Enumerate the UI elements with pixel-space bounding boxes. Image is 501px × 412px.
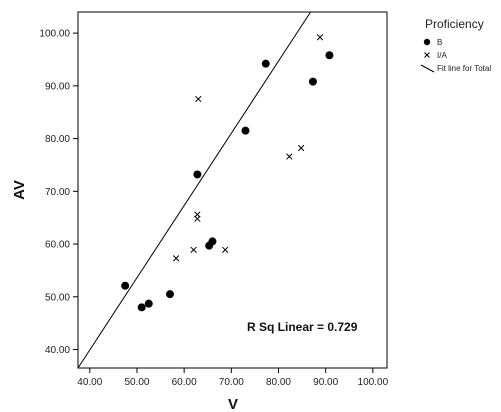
data-point-ia bbox=[286, 153, 293, 160]
data-point-ia bbox=[190, 246, 197, 254]
data-point-ia bbox=[222, 246, 229, 254]
legend-marker-fit-line bbox=[420, 64, 435, 73]
legend-label-fit-line: Fit line for Total bbox=[437, 64, 491, 73]
annotation-r-squared: R Sq Linear = 0.729 bbox=[247, 320, 358, 334]
data-point-b bbox=[308, 77, 317, 86]
data-point-ia bbox=[297, 144, 305, 152]
data-points-layer bbox=[121, 34, 334, 312]
data-point-ia bbox=[195, 95, 202, 103]
legend-label-b: B bbox=[437, 38, 442, 47]
x-tick-label: 80.00 bbox=[266, 377, 291, 388]
x-axis-title: V bbox=[228, 396, 238, 412]
fit-line-layer bbox=[77, 11, 311, 369]
legend-label-ia: I/A bbox=[437, 51, 447, 60]
legend-marker-circle bbox=[423, 38, 431, 46]
x-tick-label: 100.00 bbox=[358, 377, 389, 388]
x-axis-ticks: 40.00 50.00 60.00 70.00 80.00 90.00 100.00 bbox=[77, 368, 389, 388]
legend-title: Proficiency bbox=[425, 17, 484, 31]
plot-area-frame bbox=[77, 11, 388, 369]
x-tick-label: 60.00 bbox=[172, 377, 197, 388]
y-tick-label: 80.00 bbox=[45, 134, 70, 145]
data-point-b bbox=[137, 303, 146, 312]
y-axis-title: AV bbox=[11, 180, 28, 200]
fit-line bbox=[77, 11, 311, 369]
data-point-b bbox=[261, 59, 270, 68]
x-tick-label: 40.00 bbox=[77, 377, 102, 388]
data-point-b bbox=[325, 51, 334, 60]
data-point-b bbox=[193, 170, 202, 179]
data-point-ia bbox=[194, 215, 201, 222]
data-point-b bbox=[144, 299, 153, 308]
x-tick-label: 90.00 bbox=[313, 377, 338, 388]
data-point-b bbox=[121, 281, 130, 290]
data-point-ia bbox=[316, 34, 324, 41]
x-tick-label: 70.00 bbox=[219, 377, 244, 388]
y-axis-ticks: 40.00 50.00 60.00 70.00 80.00 90.00 100.00 bbox=[39, 29, 78, 356]
data-point-b bbox=[165, 290, 174, 299]
data-point-b bbox=[241, 126, 250, 135]
x-tick-label: 50.00 bbox=[124, 377, 149, 388]
y-tick-label: 100.00 bbox=[39, 29, 70, 40]
legend-marker-cross bbox=[424, 52, 430, 58]
data-point-ia bbox=[172, 255, 180, 262]
y-tick-label: 90.00 bbox=[45, 81, 70, 92]
y-tick-label: 60.00 bbox=[45, 240, 70, 251]
y-tick-label: 40.00 bbox=[45, 345, 70, 356]
legend: Proficiency B I/A Fit line for Total bbox=[420, 17, 491, 73]
data-point-b bbox=[208, 237, 217, 246]
y-tick-label: 70.00 bbox=[45, 187, 70, 198]
y-tick-label: 50.00 bbox=[45, 292, 70, 303]
